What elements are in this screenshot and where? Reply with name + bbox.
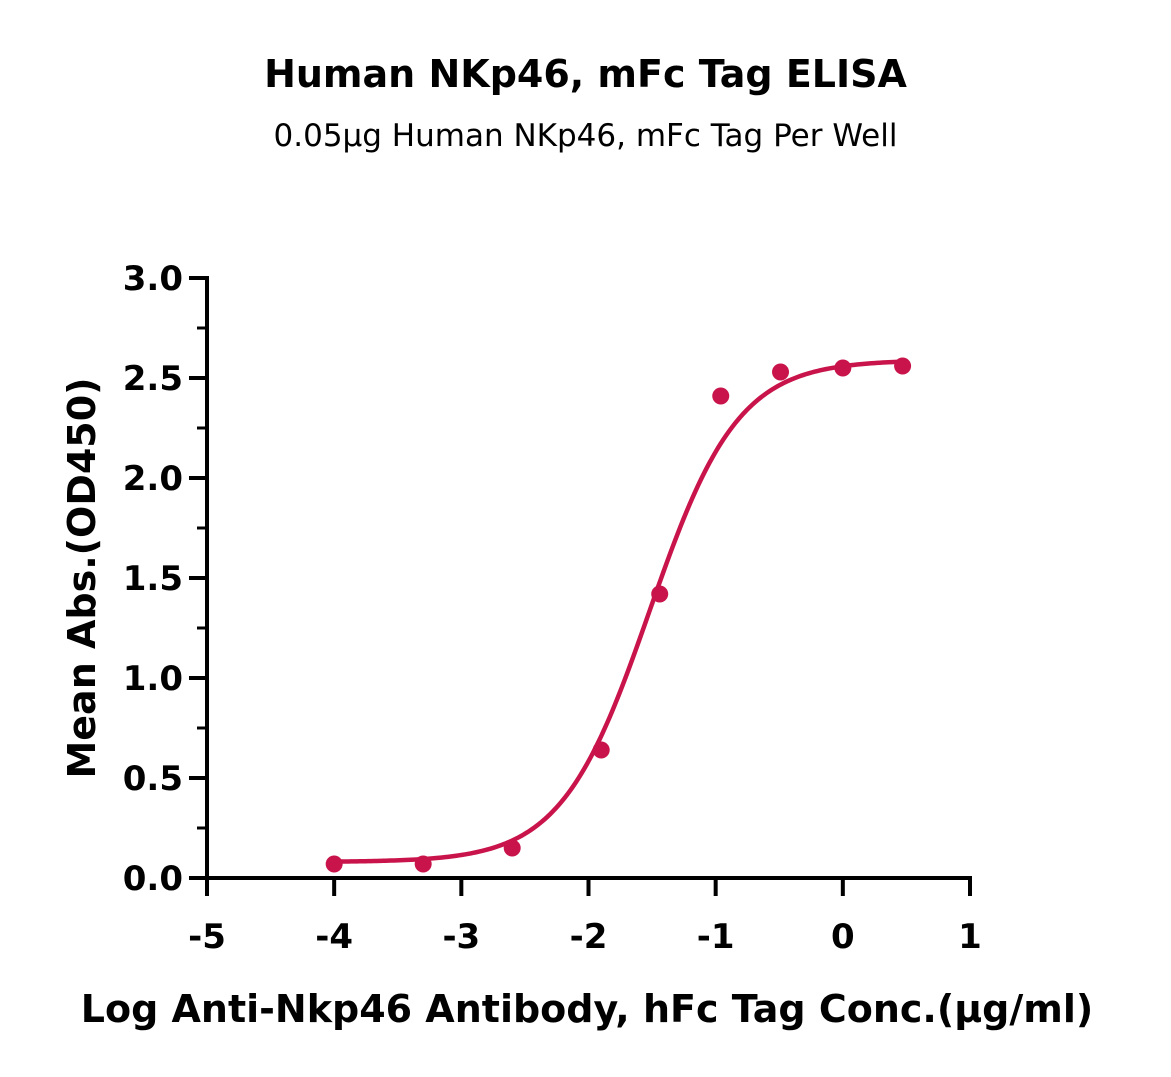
x-axis-title: Log Anti-Nkp46 Antibody, hFc Tag Conc.(μ… bbox=[81, 987, 1093, 1031]
data-point bbox=[503, 839, 521, 857]
x-tick-label: 1 bbox=[958, 917, 982, 957]
data-point bbox=[772, 363, 790, 381]
y-tick-label: 2.5 bbox=[123, 359, 183, 399]
x-tick-label: -1 bbox=[697, 917, 735, 957]
y-axis-title: Mean Abs.(OD450) bbox=[60, 377, 104, 778]
y-tick-label: 1.5 bbox=[123, 559, 183, 599]
x-tick-label: -4 bbox=[315, 917, 353, 957]
x-tick-label: 0 bbox=[831, 917, 855, 957]
data-points-layer bbox=[325, 357, 912, 873]
x-tick-label: -3 bbox=[442, 917, 480, 957]
y-tick-label: 2.0 bbox=[123, 459, 183, 499]
axes: 0.0 0.5 1.0 1.5 2.0 2.5 3.0 -5 -4 -3 -2 -1 0 1 bbox=[123, 259, 982, 957]
data-point bbox=[592, 741, 610, 759]
chart-subtitle: 0.05μg Human NKp46, mFc Tag Per Well bbox=[273, 118, 898, 154]
y-tick-label: 0.5 bbox=[123, 759, 183, 799]
fit-curve bbox=[334, 359, 903, 864]
data-point bbox=[651, 585, 669, 603]
data-point bbox=[834, 359, 852, 377]
fit-curve-layer bbox=[334, 359, 903, 864]
x-tick-label: -5 bbox=[188, 917, 226, 957]
y-tick-label: 3.0 bbox=[123, 259, 183, 299]
data-point bbox=[325, 855, 343, 873]
y-tick-label: 1.0 bbox=[123, 659, 183, 699]
data-point bbox=[894, 357, 912, 375]
chart-title: Human NKp46, mFc Tag ELISA bbox=[264, 52, 907, 96]
data-point bbox=[414, 855, 432, 873]
y-tick-label: 0.0 bbox=[123, 859, 183, 899]
x-tick-label: -2 bbox=[570, 917, 608, 957]
data-point bbox=[712, 387, 730, 405]
